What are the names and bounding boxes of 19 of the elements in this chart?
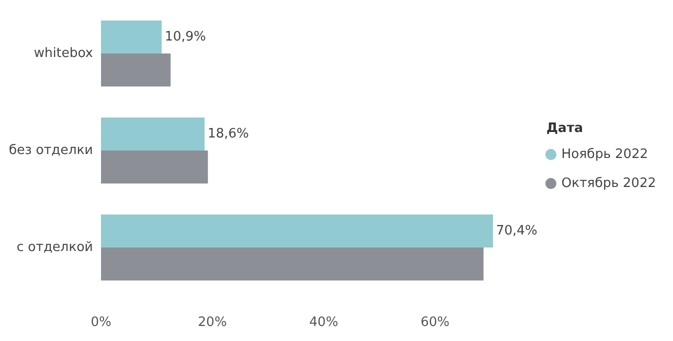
data-label: 70,4% bbox=[496, 224, 538, 239]
data-label: 18,6% bbox=[208, 126, 249, 142]
legend-title: Дата bbox=[546, 121, 584, 136]
x-tick-label: 20% bbox=[198, 315, 227, 330]
y-tick-label: whitebox bbox=[34, 46, 94, 61]
data-label: 10,9% bbox=[164, 30, 206, 45]
bar bbox=[101, 214, 493, 248]
legend-label: Октябрь 2022 bbox=[561, 176, 656, 191]
bar bbox=[101, 150, 208, 184]
bar bbox=[101, 248, 484, 280]
y-tick-label: без отделки bbox=[8, 143, 93, 158]
y-tick-label: с отделкой bbox=[16, 240, 93, 255]
x-tick-label: 40% bbox=[309, 315, 338, 330]
legend-label: Ноябрь 2022 bbox=[561, 147, 648, 162]
x-tick-label: 0% bbox=[90, 315, 112, 330]
bar bbox=[101, 118, 205, 150]
bar bbox=[101, 54, 171, 86]
bar bbox=[101, 20, 162, 54]
x-tick-label: 60% bbox=[420, 315, 450, 330]
